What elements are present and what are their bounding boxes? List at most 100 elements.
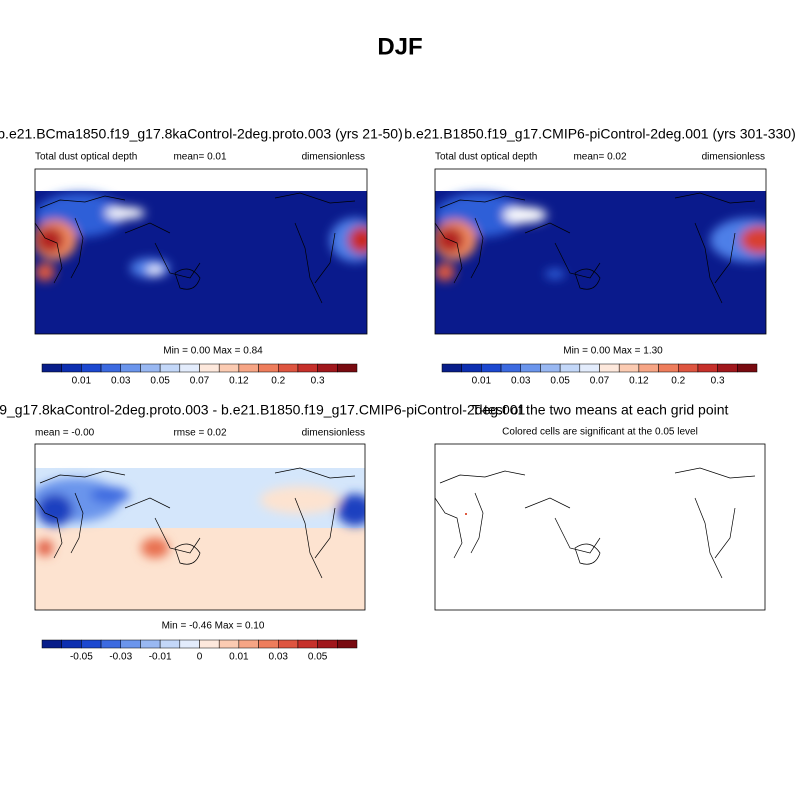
right-label: dimensionless [702, 152, 765, 163]
colorbar-box [238, 639, 259, 649]
colorbar-label: 0.03 [511, 376, 531, 387]
colorbar-box [678, 363, 699, 373]
panel-title: T-test of the two means at each grid poi… [472, 402, 729, 418]
left-label: mean = -0.00 [35, 428, 95, 439]
map-frame [34, 443, 366, 611]
colorbar-box [41, 363, 62, 373]
colorbar-label: 0.3 [711, 376, 725, 387]
coastline [470, 217, 484, 279]
colorbar-label: 0.12 [229, 376, 249, 387]
min-max: Min = 0.00 Max = 0.84 [163, 346, 263, 357]
coastline [70, 217, 84, 279]
colorbar-label: 0.12 [629, 376, 649, 387]
colorbar-box [159, 639, 181, 649]
right-label: dimensionless [302, 428, 365, 439]
colorbar-box [238, 363, 259, 373]
coastline [34, 497, 63, 559]
center-label: rmse = 0.02 [173, 428, 227, 439]
coastline [39, 195, 126, 209]
colorbar-box [461, 363, 482, 373]
coastline [124, 497, 171, 509]
colorbar-box [717, 363, 738, 373]
coastline [674, 192, 756, 204]
colorbar-box [540, 363, 561, 373]
colorbar-box [41, 639, 62, 649]
colorbar-box [258, 363, 279, 373]
colorbar-box [199, 639, 220, 649]
colorbar-box [618, 363, 640, 373]
colorbar-box [258, 639, 279, 649]
colorbar-box [520, 363, 541, 373]
colorbar-label: 0.01 [72, 376, 92, 387]
figure-title: DJF [377, 33, 422, 60]
coastline [34, 222, 63, 284]
colorbar-box [81, 363, 102, 373]
coastline [694, 222, 723, 304]
coastline [554, 517, 601, 554]
panel-title: b.e21.BCma1850.f19_g17.8kaControl-2deg.p… [0, 126, 403, 142]
colorbar-box [218, 639, 240, 649]
colorbar-box [337, 363, 358, 373]
colorbar-box [278, 639, 299, 649]
colorbar-box [61, 363, 82, 373]
coastline [574, 268, 601, 290]
coastline [434, 497, 463, 559]
map [35, 191, 367, 334]
left-label: Total dust optical depth [35, 152, 137, 163]
colorbar-box [159, 363, 181, 373]
coastline [470, 492, 484, 554]
colorbar-box [140, 363, 161, 373]
colorbar-label: -0.03 [109, 652, 132, 663]
colorbar-box [297, 363, 318, 373]
colorbar-box [658, 363, 679, 373]
colorbar-label: 0.05 [550, 376, 570, 387]
colorbar-label: 0.2 [671, 376, 685, 387]
colorbar-box [317, 363, 338, 373]
colorbar-label: 0 [197, 652, 203, 663]
panel-title: b.e21.BCma1850.f19_g17.8kaControl-2deg.p… [0, 402, 526, 418]
coastline [674, 467, 756, 479]
colorbar-box [599, 363, 620, 373]
colorbar-box [697, 363, 718, 373]
panel-title: b.e21.B1850.f19_g17.CMIP6-piControl-2deg… [404, 126, 795, 142]
coastline [294, 497, 323, 579]
colorbar-box [500, 363, 521, 373]
colorbar-box [737, 363, 758, 373]
coastline [434, 222, 463, 284]
colorbar-box [481, 363, 502, 373]
coastline [39, 470, 126, 484]
coastline [524, 497, 571, 509]
coastline [154, 242, 201, 279]
min-max: Min = 0.00 Max = 1.30 [563, 346, 663, 357]
colorbar-box [278, 363, 299, 373]
colorbar-box [218, 363, 240, 373]
colorbar-label: 0.3 [311, 376, 325, 387]
coastline [174, 268, 201, 290]
coastline [314, 507, 336, 559]
coastline [154, 517, 201, 554]
map-frame [434, 443, 766, 611]
colorbar-box [179, 639, 200, 649]
colorbar-box [100, 639, 121, 649]
coastline [294, 222, 323, 304]
colorbar-box [337, 639, 358, 649]
colorbar-box [140, 639, 161, 649]
colorbar-box [120, 639, 141, 649]
colorbar-box [199, 363, 220, 373]
map-frame [34, 168, 368, 335]
colorbar-label: 0.03 [269, 652, 289, 663]
coastline [574, 543, 601, 565]
colorbar-box [120, 363, 141, 373]
colorbar-label: -0.05 [70, 652, 93, 663]
coastline [314, 232, 336, 284]
colorbar-label: 0.01 [229, 652, 249, 663]
map [435, 191, 766, 334]
colorbar-box [81, 639, 102, 649]
colorbar-label: 0.05 [308, 652, 328, 663]
center-label: mean= 0.02 [573, 152, 627, 163]
map-frame [434, 168, 767, 335]
coastline [524, 222, 571, 234]
significant-cell [465, 513, 467, 515]
